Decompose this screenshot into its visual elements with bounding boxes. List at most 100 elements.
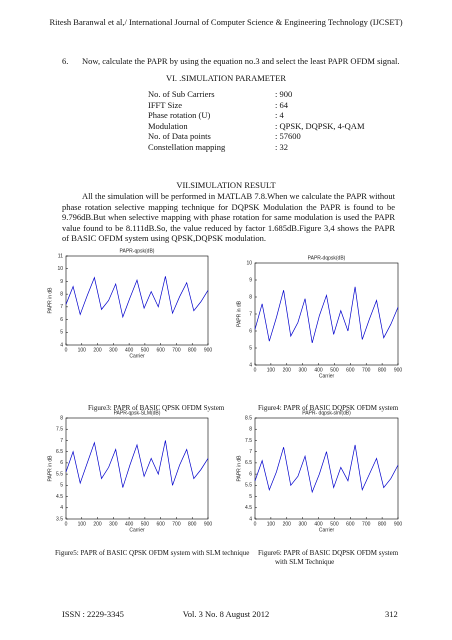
y-tick-label: 7.5	[56, 427, 63, 433]
plot-title: PAPR-dqpsk(dB)	[308, 255, 346, 261]
plot-area	[65, 417, 209, 520]
y-axis-label: PAPR in dB	[47, 287, 53, 314]
x-tick-label: 300	[109, 521, 118, 527]
x-tick-label: 100	[78, 347, 87, 353]
x-tick-label: 400	[125, 347, 134, 353]
x-tick-label: 300	[298, 521, 307, 527]
x-tick-label: 900	[394, 367, 403, 373]
parameter-value: : 32	[275, 141, 288, 152]
x-tick-label: 200	[283, 367, 292, 373]
y-tick-label: 6	[249, 471, 252, 477]
x-tick-label: 0	[254, 367, 257, 373]
y-tick-label: 5	[60, 330, 63, 336]
y-axis-label: PAPR in dB	[236, 455, 242, 482]
y-tick-label: 11	[58, 253, 63, 259]
x-tick-label: 500	[330, 367, 339, 373]
running-header: Ritesh Baranwal et al,/ International Jo…	[49, 17, 403, 27]
y-tick-label: 7	[249, 311, 252, 317]
x-tick-label: 100	[267, 367, 276, 373]
data-line	[254, 286, 399, 343]
footer-issn: ISSN : 2229-3345	[62, 609, 124, 619]
x-tick-label: 400	[125, 521, 134, 527]
x-axis-label: Carrier	[319, 527, 335, 533]
parameter-label: Modulation	[148, 120, 188, 131]
y-tick-label: 4	[60, 342, 63, 348]
figure-caption: Figure4: PAPR of BASIC DQPSK OFDM system	[258, 404, 399, 412]
x-tick-label: 0	[65, 521, 68, 527]
y-tick-label: 4	[249, 362, 252, 368]
figure-caption: Figure3: PAPR of BASIC QPSK OFDM System	[88, 404, 225, 412]
parameter-value: : 4	[275, 110, 284, 120]
figure-caption: Figure5: PAPR of BASIC QPSK OFDM system …	[55, 549, 250, 557]
y-tick-label: 7	[249, 449, 252, 455]
y-tick-label: 4.5	[245, 505, 252, 511]
y-tick-label: 9	[249, 277, 252, 283]
x-tick-label: 100	[267, 521, 276, 527]
x-tick-label: 300	[109, 347, 118, 353]
x-axis-label: Carrier	[319, 373, 335, 379]
y-tick-label: 8.5	[245, 415, 252, 421]
plot-title: PAPR-qpsk-SLM(dB)	[114, 410, 161, 416]
plot-title: PAPR- dqpsk-slm(dB)	[302, 410, 351, 416]
parameter-value: : 57600	[275, 131, 301, 141]
section-heading: VII.SIMULATION RESULT	[176, 180, 276, 190]
y-tick-label: 8	[60, 415, 63, 421]
x-tick-label: 700	[362, 521, 371, 527]
figure-caption: Figure6: PAPR of BASIC DQPSK OFDM system	[258, 549, 399, 557]
x-tick-label: 0	[254, 521, 257, 527]
y-axis-label: PAPR in dB	[236, 300, 242, 327]
y-tick-label: 6	[249, 328, 252, 334]
x-tick-label: 800	[188, 521, 197, 527]
parameter-label: IFFT Size	[148, 99, 183, 110]
x-tick-label: 800	[378, 521, 387, 527]
data-line	[65, 440, 209, 488]
y-tick-label: 5.5	[245, 483, 252, 489]
footer-volume: Vol. 3 No. 8 August 2012	[182, 609, 270, 619]
y-tick-label: 6	[60, 317, 63, 323]
x-tick-label: 400	[314, 521, 323, 527]
y-tick-label: 7.5	[245, 438, 252, 444]
parameter-value: : QPSK, DQPSK, 4-QAM	[275, 120, 365, 131]
plot: 0 100 200 300 400 500 600 700 800 900 4 5 6 7 8 9 10 11 PA…	[47, 248, 212, 359]
x-tick-label: 500	[141, 347, 150, 353]
x-tick-label: 100	[78, 521, 87, 527]
parameter-label: No. of Data points	[148, 131, 211, 141]
step-text: Now, calculate the PAPR by using the equ…	[82, 56, 400, 66]
x-tick-label: 200	[93, 347, 102, 353]
x-tick-label: 200	[93, 521, 102, 527]
x-tick-label: 700	[172, 521, 181, 527]
x-tick-label: 600	[346, 367, 355, 373]
y-tick-label: 7	[60, 438, 63, 444]
x-tick-label: 800	[378, 367, 387, 373]
figure-caption: with SLM Technique	[275, 558, 335, 566]
y-tick-label: 10	[246, 260, 252, 266]
plot: 0 100 200 300 400 500 600 700 800 900 3.5 4 4.5 5 5.5 6…	[47, 410, 212, 533]
x-tick-label: 700	[172, 347, 181, 353]
x-tick-label: 700	[362, 367, 371, 373]
section-heading: VI. .SIMULATION PARAMETER	[165, 73, 287, 83]
y-tick-label: 4	[60, 505, 63, 511]
x-tick-label: 0	[65, 347, 68, 353]
paragraph: All the simulation will be performed in …	[62, 191, 395, 243]
footer-page: 312	[385, 609, 398, 619]
x-tick-label: 900	[394, 521, 403, 527]
x-tick-label: 500	[330, 521, 339, 527]
x-tick-label: 600	[156, 521, 165, 527]
x-axis-label: Carrier	[129, 353, 145, 359]
x-tick-label: 600	[156, 347, 165, 353]
plot-title: PAPR-qpsk(dB)	[120, 248, 155, 254]
y-axis-label: PAPR in dB	[47, 455, 53, 482]
y-tick-label: 10	[57, 266, 63, 272]
plot-area	[65, 255, 209, 346]
plot: 0 100 200 300 400 500 600 700 800 900 4 4.5 5 5.5 6 6.5…	[236, 410, 403, 533]
parameter-label: Constellation mapping	[148, 141, 226, 152]
plot-area	[254, 262, 399, 366]
x-tick-label: 300	[298, 367, 307, 373]
x-tick-label: 600	[346, 521, 355, 527]
y-tick-label: 5	[249, 345, 252, 351]
data-line	[254, 444, 399, 494]
x-axis-label: Carrier	[129, 527, 145, 533]
y-tick-label: 3.5	[56, 516, 63, 522]
y-tick-label: 5.5	[56, 471, 63, 477]
